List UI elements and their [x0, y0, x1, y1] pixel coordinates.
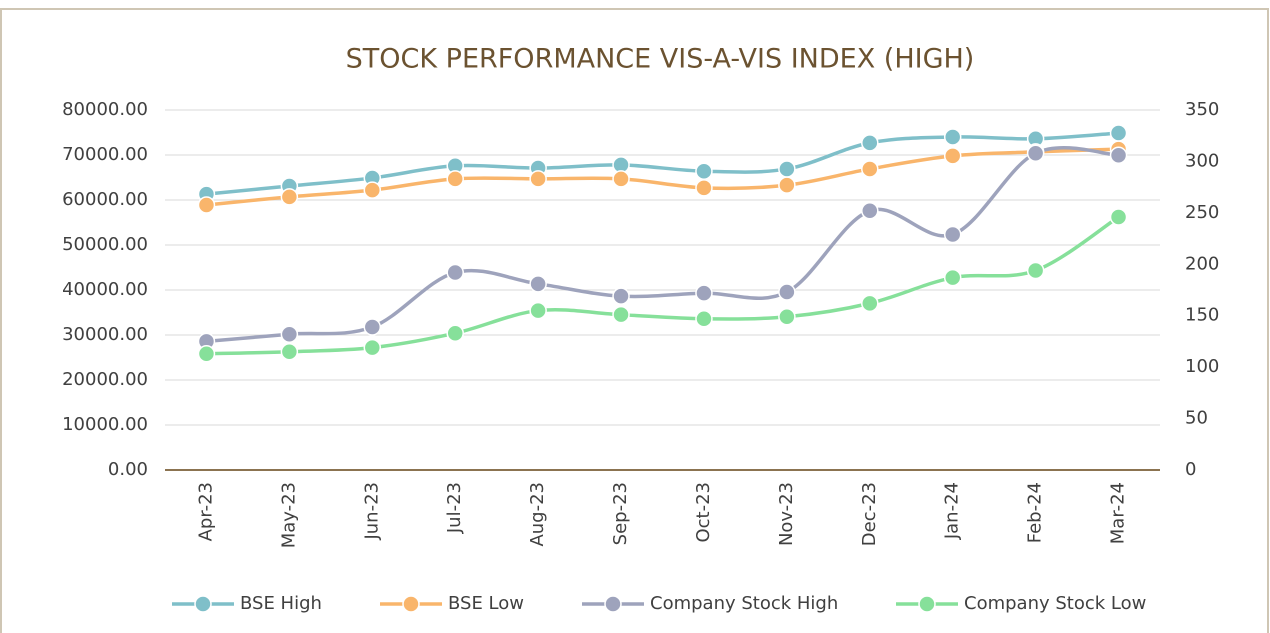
- point: [1026, 261, 1045, 280]
- point: [363, 181, 382, 199]
- legend-label: BSE Low: [448, 593, 524, 614]
- y-tick-label: 0.00: [108, 459, 148, 480]
- point: [695, 179, 713, 197]
- point: [280, 342, 299, 361]
- x-tick-label: Sep-23: [610, 482, 631, 545]
- legend-marker: [918, 595, 936, 613]
- point: [612, 170, 630, 188]
- x-tick-label: Feb-24: [1025, 482, 1046, 543]
- legend-marker: [604, 595, 622, 613]
- legend-label: BSE High: [240, 593, 322, 614]
- y-tick-label: 60000.00: [62, 189, 148, 210]
- y-tick-label: 50000.00: [62, 234, 148, 255]
- x-tick-label: Jun-23: [361, 482, 382, 541]
- point: [861, 202, 879, 220]
- legend-marker: [194, 595, 212, 613]
- series-line: [206, 147, 1119, 207]
- point: [612, 305, 630, 324]
- x-tick-label: Nov-23: [776, 482, 797, 546]
- point: [529, 301, 547, 320]
- x-tick-label: Dec-23: [859, 482, 880, 546]
- point: [943, 147, 962, 165]
- y2-tick-label: 0: [1185, 459, 1196, 480]
- frame: [0, 8, 1269, 633]
- point: [446, 263, 464, 282]
- point: [1026, 144, 1045, 162]
- point: [280, 325, 299, 343]
- point: [943, 268, 962, 287]
- point: [943, 225, 962, 244]
- point: [695, 284, 713, 302]
- point: [1109, 208, 1128, 226]
- legend-label: Company Stock Low: [964, 593, 1146, 614]
- point: [778, 160, 796, 178]
- point: [197, 196, 216, 214]
- y-tick-label: 40000.00: [62, 279, 148, 300]
- x-tick-label: Mar-24: [1108, 482, 1129, 544]
- point: [778, 283, 796, 301]
- point: [695, 310, 713, 328]
- chart-title: STOCK PERFORMANCE VIS-A-VIS INDEX (HIGH): [346, 44, 975, 75]
- point: [943, 128, 962, 146]
- x-tick-label: Oct-23: [693, 482, 714, 543]
- point: [695, 162, 713, 180]
- y2-tick-label: 300: [1185, 150, 1219, 171]
- point: [861, 134, 879, 152]
- y-tick-label: 30000.00: [62, 324, 148, 345]
- point: [446, 324, 464, 342]
- point: [363, 318, 382, 336]
- point: [197, 345, 216, 363]
- x-tick-label: Aug-23: [527, 482, 548, 547]
- point: [529, 170, 547, 188]
- y-tick-label: 70000.00: [62, 144, 148, 165]
- point: [861, 160, 879, 178]
- point: [861, 294, 879, 313]
- x-tick-label: May-23: [278, 482, 299, 548]
- point: [529, 275, 547, 293]
- legend-marker: [402, 595, 420, 613]
- point: [778, 176, 796, 194]
- legend-label: Company Stock High: [650, 593, 838, 614]
- y2-tick-label: 250: [1185, 202, 1219, 223]
- y2-tick-label: 150: [1185, 305, 1219, 326]
- point: [280, 188, 299, 206]
- y2-tick-label: 50: [1185, 408, 1208, 429]
- x-tick-label: Jan-24: [942, 482, 963, 540]
- point: [1109, 124, 1128, 142]
- y2-tick-label: 200: [1185, 253, 1219, 274]
- x-tick-label: Jul-23: [444, 482, 465, 534]
- point: [446, 170, 464, 188]
- y2-tick-label: 100: [1185, 356, 1219, 377]
- point: [778, 307, 796, 326]
- y-tick-label: 80000.00: [62, 99, 148, 120]
- y2-tick-label: 350: [1185, 99, 1219, 120]
- point: [612, 287, 630, 305]
- point: [363, 338, 382, 357]
- point: [1109, 146, 1128, 165]
- x-tick-label: Apr-23: [195, 482, 216, 541]
- y-tick-label: 10000.00: [62, 414, 148, 435]
- y-tick-label: 20000.00: [62, 369, 148, 390]
